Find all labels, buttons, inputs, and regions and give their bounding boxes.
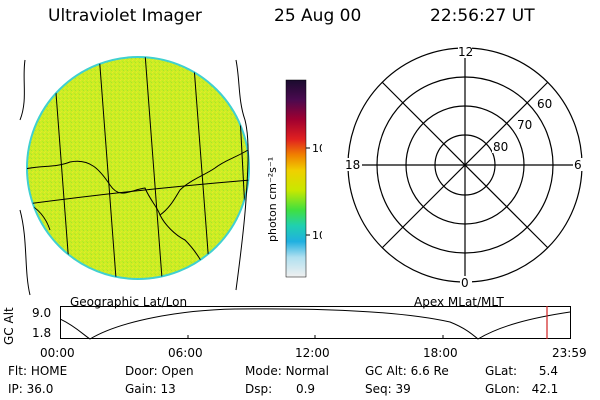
altitude-xtick-1800: 18:00 (423, 346, 458, 360)
colorbar-unit-label: photon cm⁻²s⁻¹ (266, 157, 279, 242)
mlt-label-12: 12 (458, 45, 473, 59)
colorbar-tick-10: 10 (312, 229, 322, 242)
altitude-plot (60, 306, 571, 340)
altitude-ytick-9: 9.0 (32, 306, 52, 320)
polar-panel: 12 18 6 0 60 70 80 (344, 45, 585, 290)
instrument-title: Ultraviolet Imager (48, 6, 202, 26)
mlat-label-60: 60 (537, 97, 552, 111)
colorbar-tick-100: 100 (312, 142, 322, 155)
info-gain: Gain: 13 (125, 382, 176, 396)
info-door: Door: Open (125, 364, 194, 378)
altitude-ytick-1-8: 1.8 (32, 326, 52, 340)
mlt-label-18: 18 (345, 158, 360, 172)
date-label: 25 Aug 00 (274, 6, 362, 26)
colorbar-gradient (285, 79, 307, 278)
info-seq: Seq: 39 (365, 382, 411, 396)
info-glon: GLon: 42.1 (485, 382, 559, 396)
info-ip: IP: 36.0 (8, 382, 54, 396)
mlat-label-80: 80 (493, 140, 508, 154)
altitude-xtick-0000: 00:00 (40, 346, 75, 360)
geo-panel-label: Geographic Lat/Lon (70, 295, 188, 309)
mlt-label-6: 6 (574, 158, 582, 172)
altitude-xtick-0600: 06:00 (168, 346, 203, 360)
info-dsp: Dsp: 0.9 (245, 382, 316, 396)
info-flt: Flt: HOME (8, 364, 68, 378)
info-glat: GLat: 5.4 (485, 364, 559, 378)
info-mode: Mode: Normal (245, 364, 329, 378)
altitude-xtick-2359: 23:59 (552, 346, 587, 360)
mlat-label-70: 70 (517, 118, 532, 132)
uv-image-disk (26, 56, 250, 280)
mlt-label-0: 0 (461, 276, 469, 290)
colorbar: 100 10 photon cm⁻²s⁻¹ (266, 79, 322, 278)
altitude-xtick-1200: 12:00 (295, 346, 330, 360)
altitude-curve (60, 308, 571, 340)
polar-panel-label: Apex MLat/MLT (414, 295, 504, 309)
info-gc-alt: GC Alt: 6.6 Re (365, 364, 449, 378)
altitude-ylabel: GC Alt (2, 307, 16, 345)
geographic-image-panel (19, 56, 250, 296)
time-label: 22:56:27 UT (430, 6, 535, 26)
